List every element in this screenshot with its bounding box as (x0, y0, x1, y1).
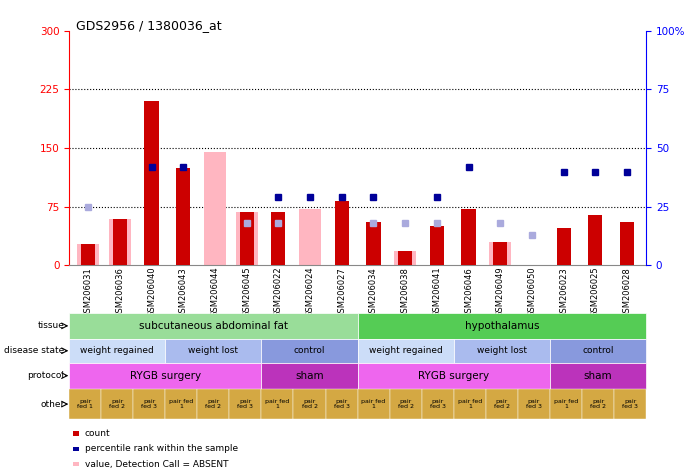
Text: control: control (583, 346, 614, 355)
Bar (588, 215, 603, 265)
Bar (240, 212, 254, 265)
Bar (271, 212, 285, 265)
Bar (620, 222, 634, 265)
Text: pair fed
1: pair fed 1 (457, 399, 482, 410)
Bar (81, 244, 95, 265)
Text: pair
fed 3: pair fed 3 (622, 399, 638, 410)
Text: value, Detection Call = ABSENT: value, Detection Call = ABSENT (85, 460, 229, 468)
Bar (398, 251, 413, 265)
Text: pair
fed 2: pair fed 2 (109, 399, 125, 410)
Bar (493, 242, 507, 265)
Text: pair
fed 2: pair fed 2 (205, 399, 221, 410)
Bar (462, 209, 475, 265)
Text: RYGB surgery: RYGB surgery (418, 371, 489, 381)
Bar (204, 152, 226, 265)
Text: disease state: disease state (4, 346, 64, 355)
Bar (430, 227, 444, 265)
Text: weight lost: weight lost (189, 346, 238, 355)
Text: protocol: protocol (27, 371, 64, 380)
Text: count: count (85, 429, 111, 438)
Bar (366, 222, 381, 265)
Text: RYGB surgery: RYGB surgery (130, 371, 201, 381)
Text: percentile rank within the sample: percentile rank within the sample (85, 445, 238, 453)
Bar (144, 101, 159, 265)
Text: pair
fed 2: pair fed 2 (590, 399, 606, 410)
Text: control: control (294, 346, 325, 355)
Bar (113, 219, 127, 265)
Text: pair
fed 3: pair fed 3 (238, 399, 254, 410)
Text: pair
fed 3: pair fed 3 (526, 399, 542, 410)
Text: sham: sham (584, 371, 612, 381)
Bar (236, 212, 258, 265)
Text: pair
fed 3: pair fed 3 (141, 399, 158, 410)
Text: weight regained: weight regained (80, 346, 154, 355)
Text: weight lost: weight lost (477, 346, 527, 355)
Text: tissue: tissue (37, 321, 64, 330)
Text: pair fed
1: pair fed 1 (265, 399, 290, 410)
Text: pair
fed 2: pair fed 2 (398, 399, 414, 410)
Bar (394, 251, 416, 265)
Text: pair fed
1: pair fed 1 (361, 399, 386, 410)
Bar (176, 168, 190, 265)
Bar (334, 201, 349, 265)
Text: pair
fed 3: pair fed 3 (430, 399, 446, 410)
Text: other: other (40, 400, 64, 409)
Bar (489, 242, 511, 265)
Text: subcutaneous abdominal fat: subcutaneous abdominal fat (139, 321, 288, 331)
Text: sham: sham (295, 371, 324, 381)
Text: pair fed
1: pair fed 1 (169, 399, 193, 410)
Text: pair
fed 1: pair fed 1 (77, 399, 93, 410)
Text: GDS2956 / 1380036_at: GDS2956 / 1380036_at (76, 19, 222, 32)
Text: hypothalamus: hypothalamus (464, 321, 539, 331)
Bar (556, 228, 571, 265)
Text: pair
fed 2: pair fed 2 (494, 399, 510, 410)
Bar (77, 244, 100, 265)
Bar (299, 209, 321, 265)
Text: weight regained: weight regained (369, 346, 442, 355)
Text: pair
fed 3: pair fed 3 (334, 399, 350, 410)
Bar (108, 219, 131, 265)
Text: pair fed
1: pair fed 1 (553, 399, 578, 410)
Text: pair
fed 2: pair fed 2 (301, 399, 317, 410)
